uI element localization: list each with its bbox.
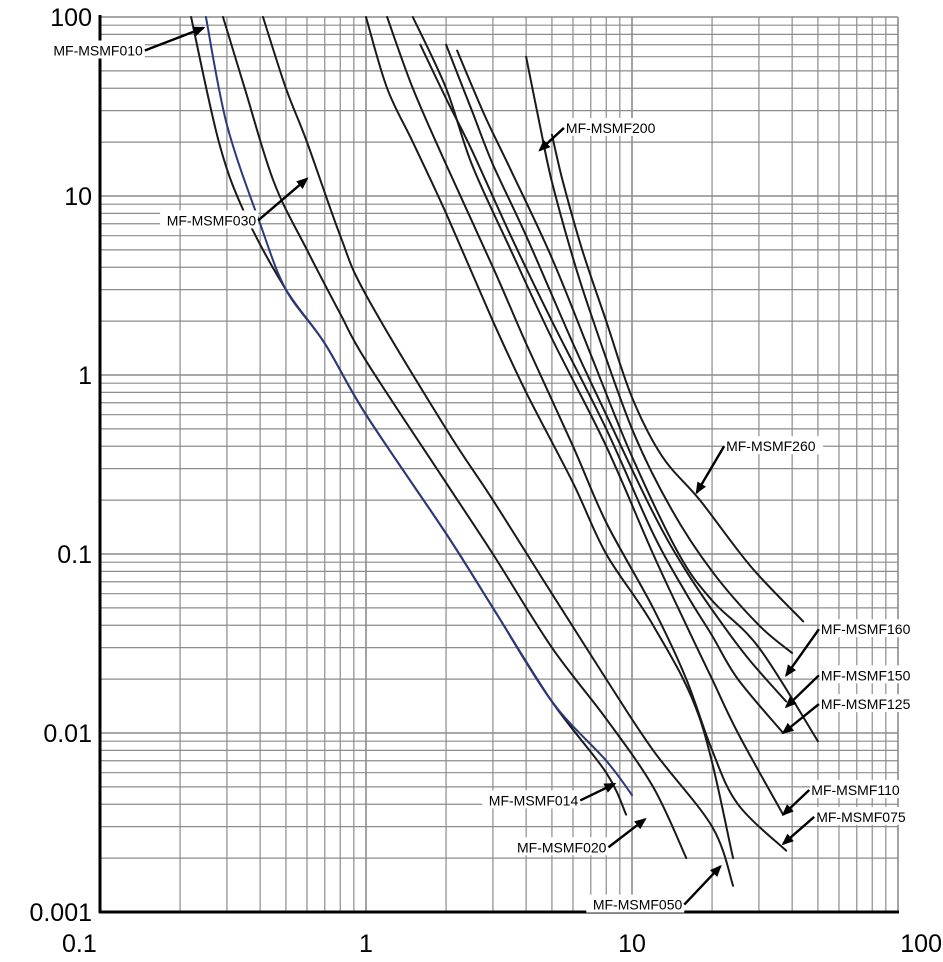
y-tick-label: 100 [50,4,92,32]
annotation-label-bg [819,665,918,684]
annotation-arrow [538,127,565,152]
annotation-label: MF-MSMF260 [726,438,816,454]
annotation-label-bg [510,837,609,856]
series-line-mf-msmf075 [386,16,788,852]
x-tick-labels: 0.1 1 10 100 [62,930,942,958]
annotation-label: MF-MSMF200 [566,120,656,136]
annotation-mf-msmf014: MF-MSMF014 [482,782,617,809]
annotation-label-bg [810,780,909,799]
y-tick-label: 0.001 [29,899,92,927]
x-tick-label: 1 [359,930,373,958]
annotation-label: MF-MSMF030 [167,212,257,228]
series-line-mf-msmf125 [419,43,785,734]
annotation-arrow [144,26,206,52]
annotation-mf-msmf010: MF-MSMF010 [46,26,206,59]
grid-lines [99,16,899,913]
annotation-label-bg [815,806,914,825]
annotation-mf-msmf110: MF-MSMF110 [781,780,909,816]
annotation-arrow [784,674,820,709]
y-tick-label: 0.1 [57,541,92,569]
series-annotations: MF-MSMF010 MF-MSMF030 MF-MSMF200 MF-MSMF260… [46,26,918,913]
annotation-arrow [781,789,811,816]
annotation-label: MF-MSMF050 [593,897,683,913]
x-tick-label: 10 [618,930,646,958]
annotation-mf-msmf075: MF-MSMF075 [781,806,914,846]
y-tick-label: 10 [64,183,92,211]
series-line-mf-msmf200 [525,55,794,654]
annotation-label: MF-MSMF160 [821,621,911,637]
annotation-label-bg [482,790,581,809]
annotation-mf-msmf050: MF-MSMF050 [586,864,722,913]
annotation-label-bg [819,694,918,713]
annotation-label-bg [586,894,685,913]
annotation-label: MF-MSMF150 [821,667,911,683]
annotation-arrow [781,815,815,846]
annotation-label: MF-MSMF110 [811,782,900,798]
series-line-mf-msmf110 [411,16,785,816]
annotation-mf-msmf030: MF-MSMF030 [160,177,309,229]
annotation-mf-msmf150: MF-MSMF150 [784,665,918,709]
series-lines [190,16,819,887]
annotation-arrow [785,628,820,677]
x-tick-label: 0.1 [62,930,97,958]
annotation-label: MF-MSMF014 [489,792,579,808]
annotation-label: MF-MSMF075 [816,809,906,825]
annotation-mf-msmf125: MF-MSMF125 [781,694,918,735]
annotation-arrow [781,703,820,735]
y-tick-label: 0.01 [43,720,92,748]
annotation-label-bg [160,210,259,229]
annotation-label: MF-MSMF125 [821,696,911,712]
annotation-arrow [683,864,722,906]
annotation-arrow [579,782,617,802]
annotation-label-bg [725,436,824,455]
series-line-mf-msmf010 [190,16,628,816]
series-line-mf-msmf050 [365,16,735,860]
annotation-mf-msmf160: MF-MSMF160 [785,619,918,677]
annotation-label: MF-MSMF010 [53,42,143,58]
annotation-label-bg [819,619,918,638]
axes [98,15,899,914]
y-tick-label: 1 [78,362,92,390]
y-tick-labels: 0.001 0.01 0.1 1 10 100 [29,4,92,927]
series-line-mf-msmf260 [550,133,805,623]
annotation-mf-msmf200: MF-MSMF200 [538,117,663,152]
annotation-label-bg [46,40,145,59]
series-line-mf-msmf160 [456,49,819,743]
annotation-label: MF-MSMF020 [517,839,607,855]
x-tick-label: 100 [900,930,942,958]
series-line-mf-msmf150 [445,43,788,703]
annotation-arrow [695,445,726,495]
series-line-mf-msmf014 [204,16,633,797]
annotation-mf-msmf020: MF-MSMF020 [510,817,647,856]
annotation-label-bg [564,117,663,136]
annotation-arrow [257,177,309,222]
annotation-arrow [607,817,647,849]
series-line-mf-msmf020 [222,16,688,860]
series-line-mf-msmf030 [262,16,735,887]
annotation-mf-msmf260: MF-MSMF260 [695,436,824,495]
